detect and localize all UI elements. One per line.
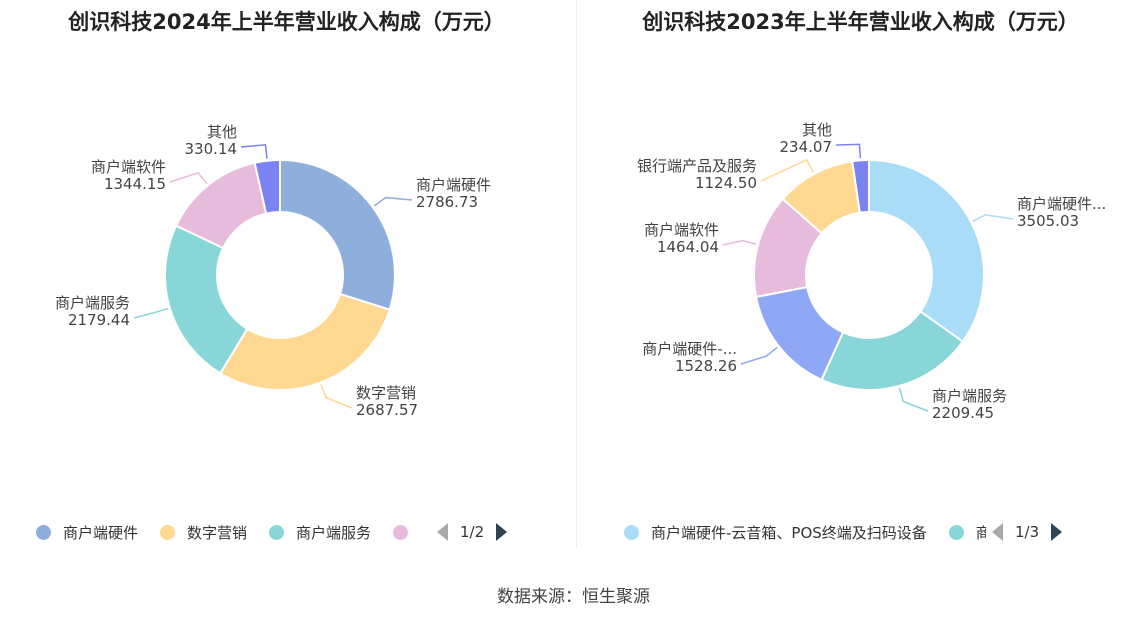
slice-value-label: 1528.26	[675, 357, 737, 375]
legend-color-dot	[269, 524, 285, 540]
slice-category-label: 商户端软件	[644, 221, 719, 239]
label-leader-line	[740, 346, 778, 365]
slice-value-label: 3505.03	[1017, 212, 1079, 230]
legend-item-label: 商户端服务	[296, 523, 372, 542]
chart-legend: 商户端硬件 数字营销 商户端服务 1/2	[36, 519, 536, 545]
legend-prev-icon[interactable]	[437, 523, 448, 541]
label-leader-line	[373, 196, 413, 207]
legend-color-dot	[948, 524, 964, 540]
legend-page-indicator: 1/3	[1015, 523, 1040, 541]
legend-prev-icon[interactable]	[992, 523, 1003, 541]
label-leader-line	[133, 307, 169, 319]
slice-category-label: 商户端硬件	[416, 176, 491, 194]
label-leader-line	[320, 384, 353, 409]
chart-title: 创识科技2023年上半年营业收入构成（万元）	[642, 10, 1079, 34]
legend-pager: 1/3	[992, 523, 1063, 541]
panel-divider	[576, 0, 577, 548]
label-leader-line	[722, 239, 757, 246]
legend-item[interactable]: 商户端服务	[269, 522, 371, 543]
slice-value-label: 2786.73	[416, 193, 478, 211]
slice-category-label: 数字营销	[356, 384, 416, 402]
legend-items: 商户端硬件-云音箱、POS终端及扫码设备 商户	[624, 522, 986, 543]
legend-color-dot	[160, 524, 176, 540]
slice-value-label: 2179.44	[68, 311, 130, 329]
slice-category-label: 商户端硬件...	[1017, 195, 1106, 213]
data-source-note: 数据来源：恒生聚源	[497, 587, 650, 607]
slice-value-label: 1464.04	[657, 238, 719, 256]
donut-slice[interactable]	[279, 158, 396, 311]
donut-slice[interactable]	[851, 158, 870, 214]
legend-color-dot	[36, 524, 51, 540]
label-leader-line	[169, 171, 208, 185]
chart-title: 创识科技2024年上半年营业收入构成（万元）	[68, 10, 505, 34]
donut-slice[interactable]	[218, 292, 391, 391]
label-leader-line	[898, 387, 929, 412]
slice-category-label: 银行端产品及服务	[637, 157, 757, 175]
slice-value-label: 2687.57	[356, 401, 418, 419]
legend-item-label: 数字营销	[187, 523, 248, 542]
legend-item[interactable]: 商户端硬件	[36, 522, 138, 543]
legend-item[interactable]: 数字营销	[160, 522, 247, 543]
slice-value-label: 234.07	[780, 138, 833, 156]
legend-item[interactable]: 商户端硬件-云音箱、POS终端及扫码设备	[624, 522, 927, 543]
slice-value-label: 330.14	[185, 140, 238, 158]
slice-category-label: 其他	[207, 123, 237, 141]
legend-item-label: 商户	[975, 523, 986, 542]
legend-pager: 1/2	[437, 523, 508, 541]
slice-category-label: 商户端软件	[91, 158, 166, 176]
legend-color-dot	[393, 524, 409, 540]
slice-category-label: 商户端服务	[55, 294, 130, 312]
slice-category-label: 其他	[802, 121, 832, 139]
donut-slice[interactable]	[868, 158, 985, 343]
chart-legend: 商户端硬件-云音箱、POS终端及扫码设备 商户 1/3	[624, 519, 1144, 545]
slice-value-label: 1124.50	[695, 174, 757, 192]
label-leader-line	[835, 143, 862, 159]
legend-item[interactable]	[393, 524, 420, 540]
legend-next-icon[interactable]	[1051, 523, 1063, 541]
slice-value-label: 1344.15	[104, 175, 166, 193]
slice-category-label: 商户端硬件-...	[642, 340, 737, 358]
label-leader-line	[972, 214, 1014, 222]
chart-panel-2024: 创识科技2024年上半年营业收入构成（万元） 商户端硬件 2786.73 数字营销 2…	[0, 0, 573, 560]
chart-panel-2023: 创识科技2023年上半年营业收入构成（万元） 商户端硬件... 3505.03 商户…	[574, 0, 1147, 560]
donut-slice[interactable]	[253, 158, 281, 215]
legend-next-icon[interactable]	[496, 523, 508, 541]
legend-items: 商户端硬件 数字营销 商户端服务	[36, 522, 431, 543]
legend-page-indicator: 1/2	[460, 523, 485, 541]
legend-item-label: 商户端硬件	[63, 523, 139, 542]
donut-slice[interactable]	[164, 224, 249, 375]
legend-color-dot	[624, 524, 639, 540]
label-leader-line	[760, 158, 814, 182]
slice-category-label: 商户端服务	[932, 387, 1007, 405]
slice-value-label: 2209.45	[932, 404, 994, 422]
label-leader-line	[240, 143, 268, 159]
legend-item[interactable]: 商户	[948, 522, 986, 543]
legend-item-label: 商户端硬件-云音箱、POS终端及扫码设备	[651, 523, 927, 542]
